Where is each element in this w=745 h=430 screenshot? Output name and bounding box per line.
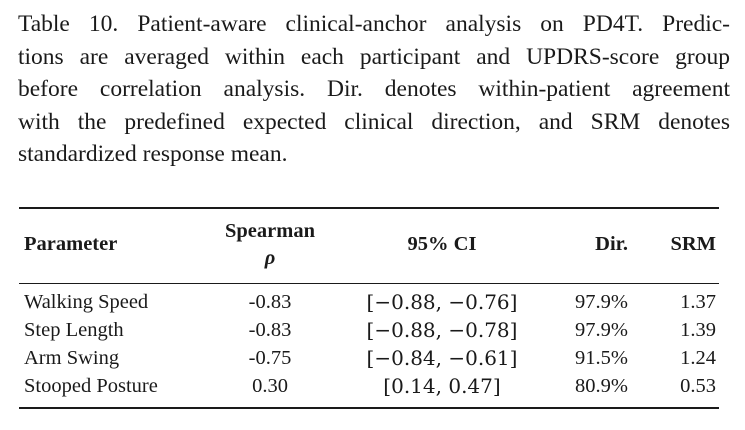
cell-spearman: -0.83	[248, 291, 292, 313]
bottom-rule	[19, 407, 719, 409]
cell-srm: 1.37	[680, 291, 716, 313]
top-rule	[19, 207, 719, 209]
cell-spearman: 0.30	[252, 375, 288, 397]
caption-line: before correlation analysis. Dir. denote…	[18, 76, 730, 102]
cell-parameter: Step Length	[24, 319, 124, 341]
caption-line: with the predefined expected clinical di…	[18, 108, 730, 135]
cell-spearman: -0.75	[248, 347, 292, 369]
header-spearman-rho: ρ	[264, 247, 276, 269]
header-dir: Dir.	[595, 233, 628, 255]
caption-line: tions are averaged within each participa…	[18, 43, 730, 70]
cell-dir: 97.9%	[575, 291, 628, 313]
caption-line: Table 10. Patient-aware clinical-anchor …	[18, 11, 730, 37]
cell-srm: 0.53	[680, 375, 716, 397]
header-spearman: Spearman	[225, 220, 315, 242]
caption-line: standardized response mean.	[18, 141, 288, 167]
header-parameter: Parameter	[24, 233, 118, 255]
cell-parameter: Walking Speed	[24, 291, 149, 313]
header-rule	[19, 283, 719, 284]
cell-ci: [−0.88, −0.76]	[366, 290, 518, 314]
header-srm: SRM	[670, 233, 716, 255]
cell-spearman: -0.83	[248, 319, 292, 341]
cell-dir: 97.9%	[575, 319, 628, 341]
cell-parameter: Arm Swing	[24, 347, 120, 369]
cell-ci: [−0.84, −0.61]	[366, 346, 518, 370]
cell-srm: 1.24	[680, 347, 716, 369]
cell-dir: 80.9%	[575, 375, 628, 397]
cell-parameter: Stooped Posture	[24, 375, 158, 397]
cell-srm: 1.39	[680, 319, 716, 341]
table-caption: Table 10. Patient-aware clinical-anchor …	[18, 8, 730, 171]
cell-ci: [0.14, 0.47]	[383, 374, 501, 398]
cell-dir: 91.5%	[575, 347, 628, 369]
cell-ci: [−0.88, −0.78]	[366, 318, 518, 342]
header-ci: 95% CI	[407, 233, 477, 255]
